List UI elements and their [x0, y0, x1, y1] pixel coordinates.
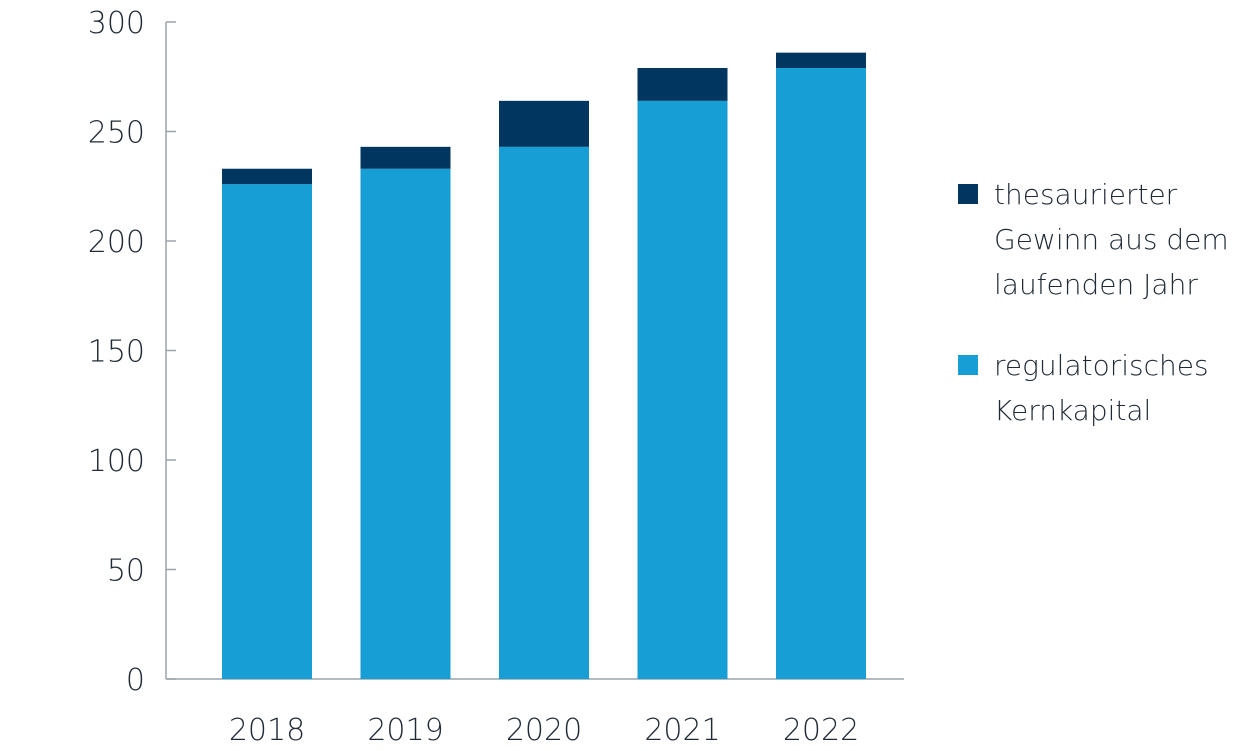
- bars-group: [222, 52, 866, 680]
- bar-2020-series-1: [499, 100, 589, 147]
- y-tick-label-200: 200: [88, 225, 145, 260]
- bar-2022-series-0: [776, 67, 866, 680]
- x-axis-ticks: 2018 2019 2020 2021 2022: [229, 713, 859, 748]
- bar-2019-series-1: [360, 146, 451, 169]
- y-tick-label-150: 150: [88, 335, 145, 370]
- y-tick-label-50: 50: [107, 554, 145, 589]
- legend-swatch-kernkapital: [958, 355, 978, 375]
- bar-2021-series-0: [637, 100, 728, 680]
- legend-label-kernkapital: regulatorisches Kernkapital: [994, 349, 1209, 427]
- x-tick-label-2019: 2019: [367, 713, 443, 748]
- y-tick-label-0: 0: [126, 663, 145, 698]
- y-tick-label-250: 250: [88, 116, 145, 151]
- bar-2018-series-1: [222, 168, 312, 185]
- legend-label-thesaurierter-gewinn: thesaurierter Gewinn aus dem laufenden J…: [994, 178, 1229, 301]
- bar-2022-series-1: [776, 52, 866, 68]
- y-tick-label-300: 300: [88, 6, 145, 41]
- bar-2019-series-0: [360, 168, 451, 680]
- x-tick-label-2021: 2021: [644, 713, 720, 748]
- y-tick-label-100: 100: [88, 444, 145, 479]
- x-tick-label-2018: 2018: [229, 713, 305, 748]
- bar-2021-series-1: [637, 67, 728, 101]
- legend-item-thesaurierter-gewinn: thesaurierter Gewinn aus dem laufenden J…: [958, 172, 1238, 307]
- legend-item-kernkapital: regulatorisches Kernkapital: [958, 343, 1238, 433]
- legend: thesaurierter Gewinn aus dem laufenden J…: [958, 172, 1238, 469]
- x-tick-label-2022: 2022: [783, 713, 859, 748]
- bar-2018-series-0: [222, 184, 312, 679]
- legend-swatch-thesaurierter-gewinn: [958, 184, 978, 204]
- x-tick-label-2020: 2020: [506, 713, 582, 748]
- bar-2020-series-0: [499, 146, 589, 679]
- y-axis-ticks: 0 50 100 150 200 250 300: [88, 6, 176, 698]
